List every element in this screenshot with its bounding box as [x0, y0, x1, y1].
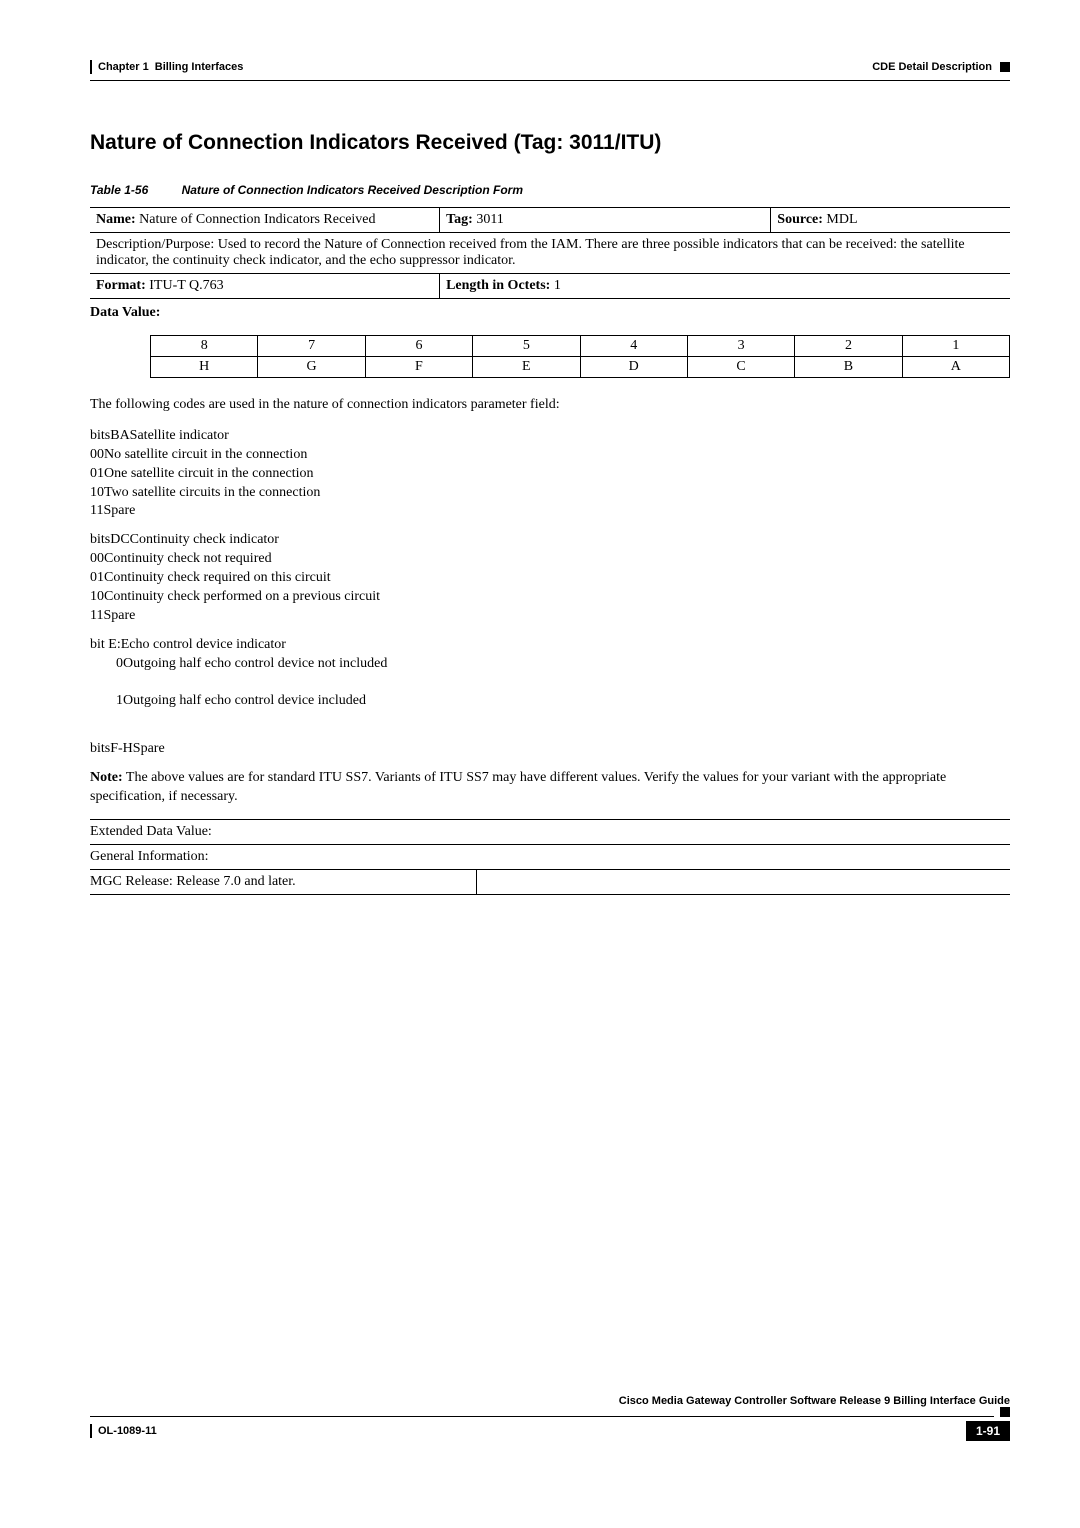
- format-label: Format:: [96, 278, 146, 293]
- header-rule: [90, 80, 1010, 81]
- header-right: CDE Detail Description: [872, 61, 1010, 73]
- block-head: bitsDCContinuity check indicator: [90, 531, 1010, 550]
- block-line: 01Continuity check required on this circ…: [90, 569, 1010, 588]
- bit-cell: H: [151, 357, 258, 378]
- block-head: bitsF-HSpare: [90, 740, 1010, 759]
- footer-left: OL-1089-11: [90, 1424, 157, 1438]
- name-cell: Name: Nature of Connection Indicators Re…: [90, 208, 440, 233]
- block-line: 10Two satellite circuits in the connecti…: [90, 484, 1010, 503]
- source-label: Source:: [777, 212, 823, 227]
- block-line: 1Outgoing half echo control device inclu…: [90, 692, 1010, 711]
- bit-cell: 7: [258, 336, 365, 357]
- block-head: bit E:Echo control device indicator: [90, 636, 1010, 655]
- bit-cell: 5: [473, 336, 580, 357]
- footer-line: [90, 1407, 1010, 1417]
- block-head: bitsBASatellite indicator: [90, 427, 1010, 446]
- code-block: bitsF-HSpare: [90, 740, 1010, 759]
- note-paragraph: Note: The above values are for standard …: [90, 769, 1010, 807]
- bit-cell: B: [795, 357, 902, 378]
- chapter-label: Chapter 1: [98, 61, 149, 73]
- length-cell: Length in Octets: 1: [440, 274, 1010, 299]
- format-value: ITU-T Q.763: [149, 278, 223, 293]
- footer-rule: [90, 1416, 994, 1417]
- code-blocks: bitsBASatellite indicator00No satellite …: [90, 427, 1010, 759]
- mgc-release: MGC Release: Release 7.0 and later.: [90, 870, 477, 894]
- length-label: Length in Octets:: [446, 278, 550, 293]
- page-footer: Cisco Media Gateway Controller Software …: [90, 1395, 1010, 1441]
- block-line: 11Spare: [90, 607, 1010, 626]
- tag-cell: Tag: 3011: [440, 208, 771, 233]
- bit-cell: 3: [687, 336, 794, 357]
- block-line: 0Outgoing half echo control device not i…: [90, 655, 1010, 674]
- table-row: 8 7 6 5 4 3 2 1: [151, 336, 1010, 357]
- header-left: Chapter 1 Billing Interfaces: [90, 60, 243, 74]
- name-value: Nature of Connection Indicators Received: [139, 212, 375, 227]
- page-title: Nature of Connection Indicators Received…: [90, 131, 1010, 155]
- note-label: Note:: [90, 770, 123, 785]
- page-number-badge: 1-91: [966, 1421, 1010, 1441]
- bit-cell: D: [580, 357, 687, 378]
- bit-cell: G: [258, 357, 365, 378]
- format-cell: Format: ITU-T Q.763: [90, 274, 440, 299]
- section-label: Billing Interfaces: [155, 61, 244, 73]
- tag-label: Tag:: [446, 212, 473, 227]
- bit-cell: A: [902, 357, 1009, 378]
- block-line: 00No satellite circuit in the connection: [90, 446, 1010, 465]
- bit-cell: 2: [795, 336, 902, 357]
- table-number: Table 1-56: [90, 183, 148, 197]
- source-cell: Source: MDL: [771, 208, 1010, 233]
- table-title: Nature of Connection Indicators Received…: [182, 183, 523, 197]
- block-line: 11Spare: [90, 502, 1010, 521]
- block-line: 00Continuity check not required: [90, 550, 1010, 569]
- code-block: bit E:Echo control device indicator0Outg…: [90, 636, 1010, 730]
- page-header: Chapter 1 Billing Interfaces CDE Detail …: [90, 60, 1010, 74]
- empty-cell: [477, 870, 1010, 894]
- name-label: Name:: [96, 212, 136, 227]
- data-value-label: Data Value:: [90, 299, 1010, 335]
- bit-cell: 4: [580, 336, 687, 357]
- intro-text: The following codes are used in the natu…: [90, 396, 1010, 415]
- general-information: General Information:: [90, 845, 1010, 869]
- bit-cell: F: [365, 357, 472, 378]
- description-form-table: Name: Nature of Connection Indicators Re…: [90, 207, 1010, 299]
- table-caption: Table 1-56 Nature of Connection Indicato…: [90, 183, 1010, 197]
- bit-cell: 8: [151, 336, 258, 357]
- code-block: bitsDCContinuity check indicator00Contin…: [90, 531, 1010, 625]
- note-text: The above values are for standard ITU SS…: [90, 770, 946, 804]
- table-row: H G F E D C B A: [151, 357, 1010, 378]
- code-block: bitsBASatellite indicator00No satellite …: [90, 427, 1010, 521]
- bits-table-wrap: 8 7 6 5 4 3 2 1 H G F E D C B A: [90, 335, 1010, 378]
- bit-cell: E: [473, 357, 580, 378]
- vertical-rule-icon: [90, 1424, 92, 1438]
- footer-guide-title: Cisco Media Gateway Controller Software …: [90, 1395, 1010, 1407]
- footer-row: OL-1089-11 1-91: [90, 1421, 1010, 1441]
- extended-data-value: Extended Data Value:: [90, 820, 1010, 844]
- bit-cell: C: [687, 357, 794, 378]
- bit-cell: 1: [902, 336, 1009, 357]
- header-right-label: CDE Detail Description: [872, 61, 992, 73]
- bits-table: 8 7 6 5 4 3 2 1 H G F E D C B A: [150, 335, 1010, 378]
- square-icon: [1000, 1407, 1010, 1417]
- vertical-rule-icon: [90, 60, 92, 74]
- source-value: MDL: [826, 212, 857, 227]
- separator: [90, 894, 1010, 895]
- block-line: 10Continuity check performed on a previo…: [90, 588, 1010, 607]
- block-line: 01One satellite circuit in the connectio…: [90, 465, 1010, 484]
- square-icon: [1000, 62, 1010, 72]
- length-value: 1: [554, 278, 561, 293]
- doc-id: OL-1089-11: [98, 1425, 157, 1437]
- tag-value: 3011: [476, 212, 503, 227]
- description-cell: Description/Purpose: Used to record the …: [90, 233, 1010, 274]
- bit-cell: 6: [365, 336, 472, 357]
